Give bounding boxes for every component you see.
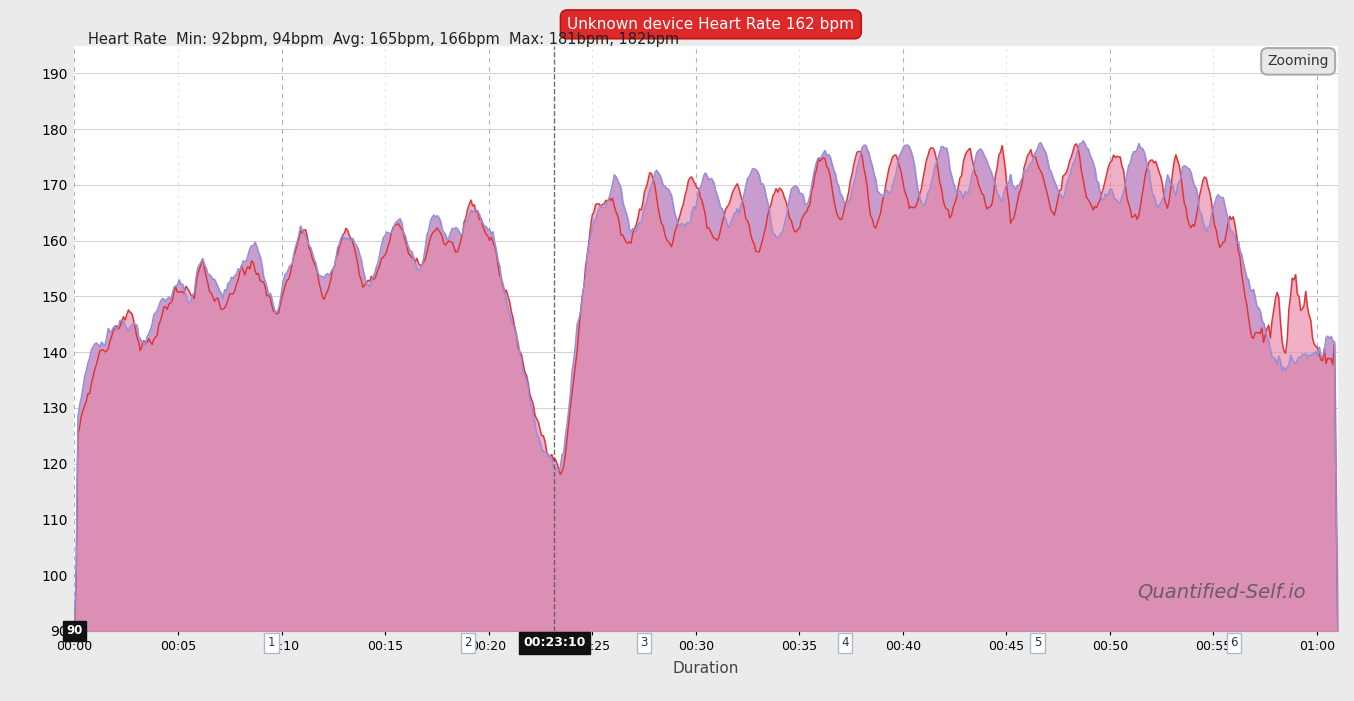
Text: 3: 3 bbox=[640, 637, 647, 649]
Text: 1: 1 bbox=[268, 637, 275, 649]
Text: Quantified-Self.io: Quantified-Self.io bbox=[1137, 583, 1307, 601]
Text: 5: 5 bbox=[1033, 637, 1041, 649]
Text: 00:23:10: 00:23:10 bbox=[523, 637, 585, 649]
X-axis label: Duration: Duration bbox=[673, 661, 739, 676]
Text: 90: 90 bbox=[66, 625, 83, 637]
Text: Heart Rate  Min: 92bpm, 94bpm  Avg: 165bpm, 166bpm  Max: 181bpm, 182bpm: Heart Rate Min: 92bpm, 94bpm Avg: 165bpm… bbox=[88, 32, 680, 46]
Text: Zooming: Zooming bbox=[1267, 55, 1328, 68]
Text: Unknown device Heart Rate 162 bpm: Unknown device Heart Rate 162 bpm bbox=[567, 17, 854, 32]
Text: 6: 6 bbox=[1231, 637, 1238, 649]
Text: 2: 2 bbox=[464, 637, 471, 649]
Text: 4: 4 bbox=[841, 637, 849, 649]
